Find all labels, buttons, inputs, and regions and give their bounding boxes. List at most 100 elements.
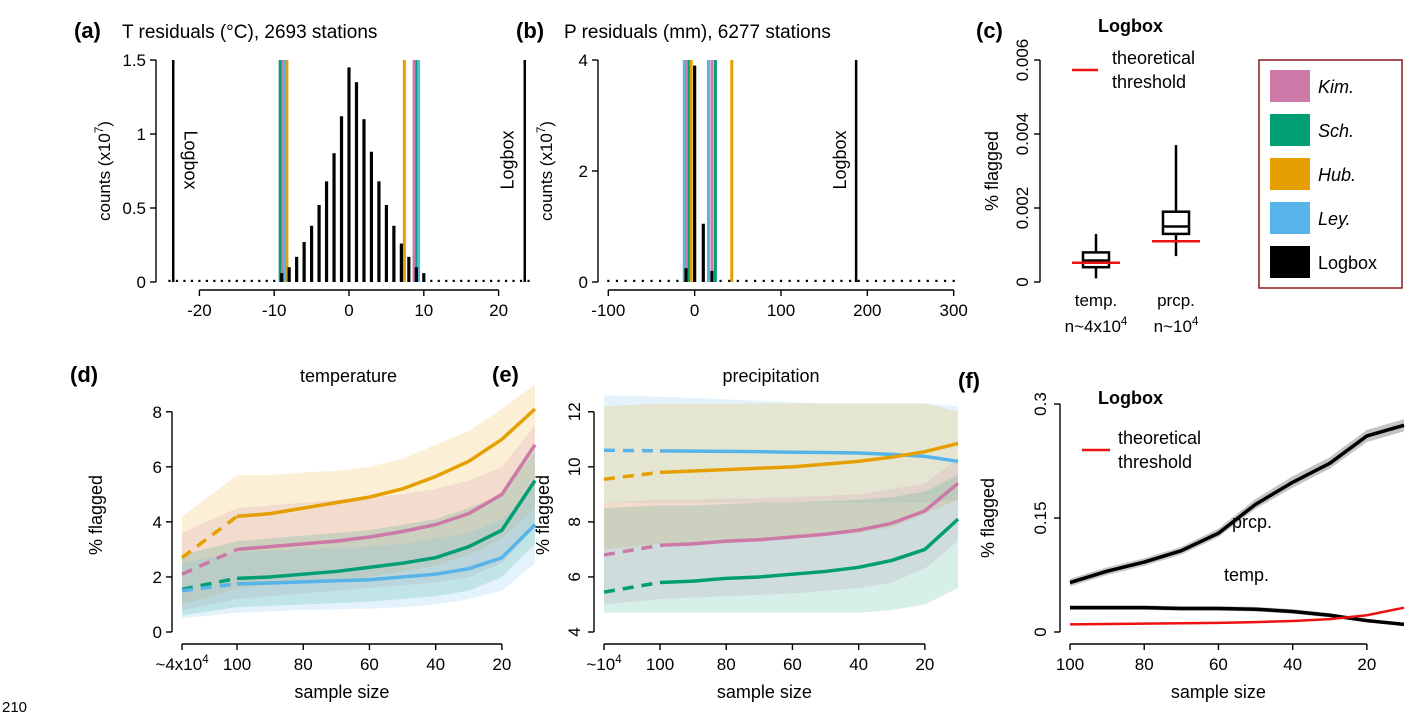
histogram-bar <box>213 279 216 282</box>
chart-title: precipitation <box>722 366 819 386</box>
x-axis-label: sample size <box>717 682 812 702</box>
x-tick-label: 60 <box>1209 655 1228 674</box>
legend-threshold-label: theoretical <box>1112 48 1195 68</box>
y-tick-label: 4 <box>579 51 588 70</box>
histogram-bar <box>460 279 463 282</box>
histogram-bar <box>362 119 366 282</box>
series-line-ley <box>236 523 537 586</box>
panel-c-logbox-boxplot: (c) Logbox theoretical threshold 0 0.002 0.004… <box>976 16 1200 336</box>
histogram-bar <box>287 267 291 282</box>
x-axis-label: sample size <box>294 682 389 702</box>
histogram-bar <box>823 279 826 282</box>
histogram-bar <box>866 279 869 282</box>
histogram-bar <box>926 279 929 282</box>
series-line-dashed-hub <box>180 514 239 560</box>
histogram-bar <box>198 279 201 282</box>
histogram-bar <box>183 279 186 282</box>
histogram-bar <box>377 181 381 282</box>
y-tick-label: 6 <box>153 458 162 477</box>
y-axis-label: % flagged <box>982 131 1002 211</box>
x-tick-label: 100 <box>646 655 674 674</box>
series-line-kim <box>659 481 960 548</box>
histogram-bar <box>504 279 508 282</box>
x-tick-label: 20 <box>915 655 934 674</box>
histogram-bar <box>220 279 223 282</box>
series-line-dashed-ley <box>603 448 661 453</box>
histogram-bar <box>701 223 705 282</box>
series-line-kim <box>236 443 537 552</box>
panel-label: (b) <box>516 18 544 43</box>
confidence-band-hub <box>604 403 958 550</box>
y-tick-label: 0 <box>1031 627 1050 636</box>
category-label: temp. <box>1075 291 1118 310</box>
histogram-bar <box>831 279 834 282</box>
confidence-band-ley <box>604 395 958 503</box>
threshold-line-label: Logbox <box>498 130 518 189</box>
threshold-line-label: Logbox <box>180 130 200 189</box>
y-tick-label: 0 <box>153 623 162 642</box>
y-tick-label: 2 <box>579 162 588 181</box>
histogram-bar <box>607 279 610 282</box>
y-tick-label: 0.3 <box>1031 392 1050 416</box>
x-tick-label: 10 <box>414 301 433 320</box>
legend-swatch-hub <box>1270 158 1310 190</box>
histogram-bar <box>250 279 253 282</box>
series-line-threshold <box>1069 606 1405 626</box>
histogram-bar <box>840 279 843 282</box>
series-line-sch <box>236 479 537 581</box>
legend-threshold-label: theoretical <box>1118 428 1201 448</box>
histogram-bar <box>667 279 670 282</box>
series-line-dashed-sch <box>181 576 238 592</box>
y-tick-label: 2 <box>153 568 162 587</box>
y-tick-label: 0 <box>137 273 146 292</box>
histogram-bar <box>310 225 314 282</box>
x-tick-label: 300 <box>939 301 967 320</box>
y-tick-label: 0.15 <box>1031 501 1050 534</box>
threshold-line-label: Logbox <box>830 130 850 189</box>
confidence-band-hub <box>182 384 535 605</box>
y-tick-label: 6 <box>565 572 584 581</box>
histogram-bar <box>753 279 757 282</box>
y-axis-label: counts (x107) <box>536 121 556 221</box>
x-tick-label: ~104 <box>586 654 622 674</box>
histogram-bar <box>659 279 662 282</box>
legend-label-logbox: Logbox <box>1318 253 1377 273</box>
legend-threshold-label: threshold <box>1118 452 1192 472</box>
y-tick-label: 4 <box>153 513 162 532</box>
histogram-bar <box>497 279 500 282</box>
panel-label: (d) <box>70 362 98 387</box>
y-axis-label: % flagged <box>533 475 553 555</box>
histogram-bar <box>788 279 791 282</box>
x-tick-label: 20 <box>492 655 511 674</box>
series-line-sch <box>659 517 960 585</box>
histogram-bar <box>295 256 299 282</box>
category-label: prcp. <box>1157 291 1195 310</box>
confidence-band-ley <box>182 486 535 619</box>
histogram-bar <box>369 151 374 282</box>
legend-label-kim: Kim. <box>1318 77 1354 97</box>
legend-swatch-sch <box>1270 114 1310 146</box>
series-label-prcp: prcp. <box>1232 512 1272 532</box>
x-tick-label: 20 <box>1357 655 1376 674</box>
panel-d-temperature-line-chart: (d) temperature 0 2 4 6 8 ~4x104 100 80 60 40 20 samp… <box>70 362 537 702</box>
histogram-bar <box>317 205 321 282</box>
x-tick-label: 100 <box>223 655 251 674</box>
histogram-bar <box>332 153 336 282</box>
legend-label-sch: Sch. <box>1318 121 1354 141</box>
legend-swatch-kim <box>1270 70 1310 102</box>
panel-a-temperature-residual-histogram: (a) T residuals (°C), 2693 stations 0 0.5 1 1… <box>74 18 530 320</box>
histogram-bar <box>857 279 860 282</box>
confidence-band-kim <box>182 425 535 610</box>
histogram-bar <box>624 279 627 282</box>
chart-title: P residuals (mm), 6277 stations <box>564 22 831 43</box>
y-tick-label: 8 <box>565 517 584 526</box>
legend-label-hub: Hub. <box>1318 165 1356 185</box>
chart-title: Logbox <box>1098 16 1163 36</box>
histogram-bar <box>430 279 433 282</box>
histogram-bar <box>280 273 284 282</box>
histogram-bar <box>399 243 403 282</box>
histogram-bar <box>943 279 947 282</box>
method-legend: Kim. Sch. Hub. Ley. Logbox <box>1258 59 1403 289</box>
histogram-bar <box>892 279 895 282</box>
